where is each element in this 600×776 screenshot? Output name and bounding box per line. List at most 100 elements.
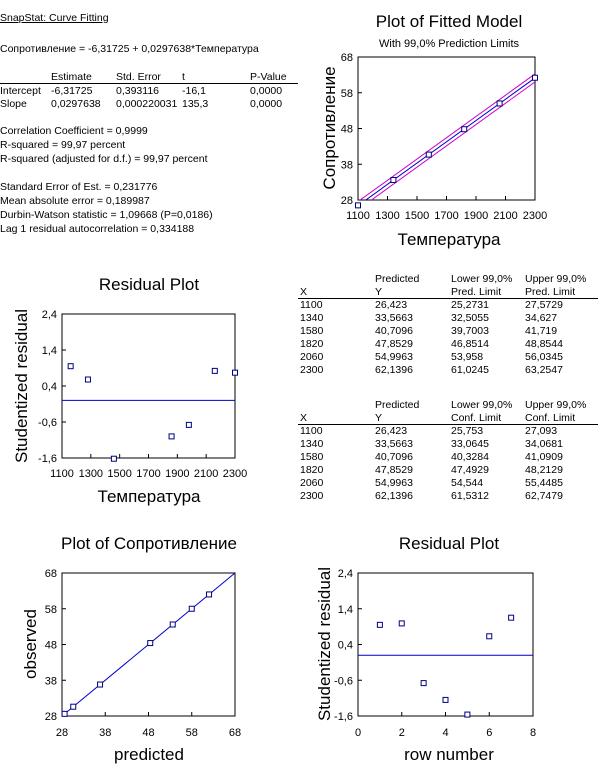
conf-table-cell: 25,753 — [451, 425, 484, 437]
coef-divider — [0, 83, 298, 84]
conf-table-h1: Lower 99,0% — [451, 399, 513, 411]
coef-header-pvalue: P-Value — [250, 71, 287, 83]
coef-intercept-name: Intercept — [0, 85, 41, 97]
x-tick-label: 1900 — [165, 468, 189, 480]
data-point — [464, 711, 471, 718]
data-point — [532, 74, 538, 81]
x-tick-label: 28 — [56, 727, 68, 739]
pred-table-cell: 62,1396 — [375, 364, 413, 376]
pred-table-cell: 41,719 — [525, 325, 558, 337]
pred-table-h2: Pred. Limit — [451, 286, 502, 298]
data-point — [67, 363, 74, 370]
chart-title: Residual Plot — [399, 534, 499, 553]
coef-intercept-estimate: -6,31725 — [51, 85, 93, 97]
x-tick-label: 1300 — [375, 210, 399, 222]
pred-table-cell: 54,9963 — [375, 351, 413, 363]
y-axis-label: Studentized residual — [12, 309, 31, 463]
conf-table-cell: 2060 — [300, 477, 324, 489]
stat-line: R-squared = 99,97 percent — [0, 139, 126, 151]
prediction-limit-upper — [359, 73, 535, 200]
pred-table-cell: 61,0245 — [451, 364, 489, 376]
y-tick-label: 1,4 — [338, 604, 353, 616]
x-tick-label: 1300 — [79, 468, 103, 480]
pred-table-h2: Y — [375, 286, 383, 298]
data-point — [211, 367, 218, 374]
stat-line: Correlation Coefficient = 0,9999 — [0, 125, 148, 137]
conf-table-cell: 54,9963 — [375, 477, 413, 489]
data-point — [206, 591, 213, 598]
pred-table-cell: 63,2547 — [525, 364, 563, 376]
pred-table-cell: 40,7096 — [375, 325, 413, 337]
conf-table-cell: 1100 — [300, 425, 323, 437]
data-point — [110, 455, 117, 462]
coef-slope-name: Slope — [0, 98, 27, 110]
y-tick-label: 28 — [341, 195, 353, 207]
pred-table-cell: 34,627 — [525, 312, 558, 324]
pred-table-h1: Upper 99,0% — [525, 273, 587, 285]
y-tick-label: 48 — [341, 124, 353, 136]
coef-slope-stderr: 0,000220031 — [116, 98, 178, 110]
x-tick-label: 1100 — [346, 210, 370, 222]
data-point — [232, 369, 238, 376]
data-point — [70, 703, 77, 710]
conf-table-cell: 47,4929 — [451, 464, 489, 476]
data-point — [185, 421, 192, 428]
conf-table-h2: Conf. Limit — [525, 412, 576, 424]
data-point — [496, 100, 503, 107]
pred-table-cell: 33,5663 — [375, 312, 413, 324]
stat-line: R-squared (adjusted for d.f.) = 99,97 pe… — [0, 153, 208, 165]
fit-line — [364, 77, 535, 200]
x-tick-label: 1500 — [107, 468, 131, 480]
pred-table-cell: 46,8514 — [451, 338, 489, 350]
conf-table-h2: X — [300, 412, 308, 424]
conf-table-cell: 1340 — [300, 438, 324, 450]
pred-table-cell: 2060 — [300, 351, 324, 363]
x-tick-label: 1700 — [136, 468, 160, 480]
conf-table-cell: 26,423 — [375, 425, 408, 437]
y-tick-label: 2,4 — [338, 568, 353, 580]
coef-intercept-t: -16,1 — [182, 85, 206, 97]
pred-table-cell: 56,0345 — [525, 351, 563, 363]
chart-title: Plot of Fitted Model — [376, 12, 522, 31]
pred-table-divider — [298, 298, 598, 299]
data-point — [84, 376, 91, 383]
data-point — [61, 710, 68, 717]
y-tick-label: 58 — [341, 88, 353, 100]
data-point — [390, 176, 397, 183]
data-point — [168, 433, 175, 440]
coef-slope-estimate: 0,0297638 — [51, 98, 101, 110]
conf-table-h1: Predicted — [375, 399, 420, 411]
pred-table-cell: 25,2731 — [451, 299, 489, 311]
stat-line: Standard Error of Est. = 0,231776 — [0, 181, 158, 193]
stat-line: Durbin-Watson statistic = 1,09668 (P=0,0… — [0, 209, 213, 221]
x-tick-label: 2 — [399, 727, 405, 739]
conf-table-cell: 48,2129 — [525, 464, 563, 476]
y-tick-label: 58 — [45, 604, 57, 616]
conf-table-cell: 2300 — [300, 490, 324, 502]
data-point — [169, 621, 176, 628]
y-tick-label: 2,4 — [42, 309, 57, 321]
conf-table-cell: 55,4485 — [525, 477, 563, 489]
prediction-limit-lower — [370, 81, 535, 200]
conf-table-cell: 33,5663 — [375, 438, 413, 450]
x-tick-label: 1500 — [405, 210, 429, 222]
conf-table-cell: 34,0681 — [525, 438, 563, 450]
fit-equation: Сопротивление = -6,31725 + 0,0297638*Тем… — [0, 43, 259, 55]
conf-table-cell: 41,0909 — [525, 451, 563, 463]
x-axis-label: row number — [404, 745, 494, 764]
data-point — [398, 620, 405, 627]
coef-intercept-p: 0,0000 — [250, 85, 283, 97]
y-axis-label: Studentized residual — [315, 567, 334, 721]
coef-slope-t: 135,3 — [182, 98, 209, 110]
x-tick-label: 0 — [355, 727, 361, 739]
y-tick-label: 38 — [341, 159, 353, 171]
chart-residual-vs-row: Residual Plot row number Studentized resid… — [315, 534, 536, 764]
conf-table-cell: 27,093 — [525, 425, 558, 437]
pred-table-cell: 1580 — [300, 325, 324, 337]
data-point — [355, 202, 361, 209]
coef-slope-p: 0,0000 — [250, 98, 283, 110]
y-tick-label: 68 — [45, 568, 57, 580]
pred-table-cell: 2300 — [300, 364, 324, 376]
conf-table-cell: 62,7479 — [525, 490, 563, 502]
coef-intercept-stderr: 0,393116 — [116, 85, 160, 97]
